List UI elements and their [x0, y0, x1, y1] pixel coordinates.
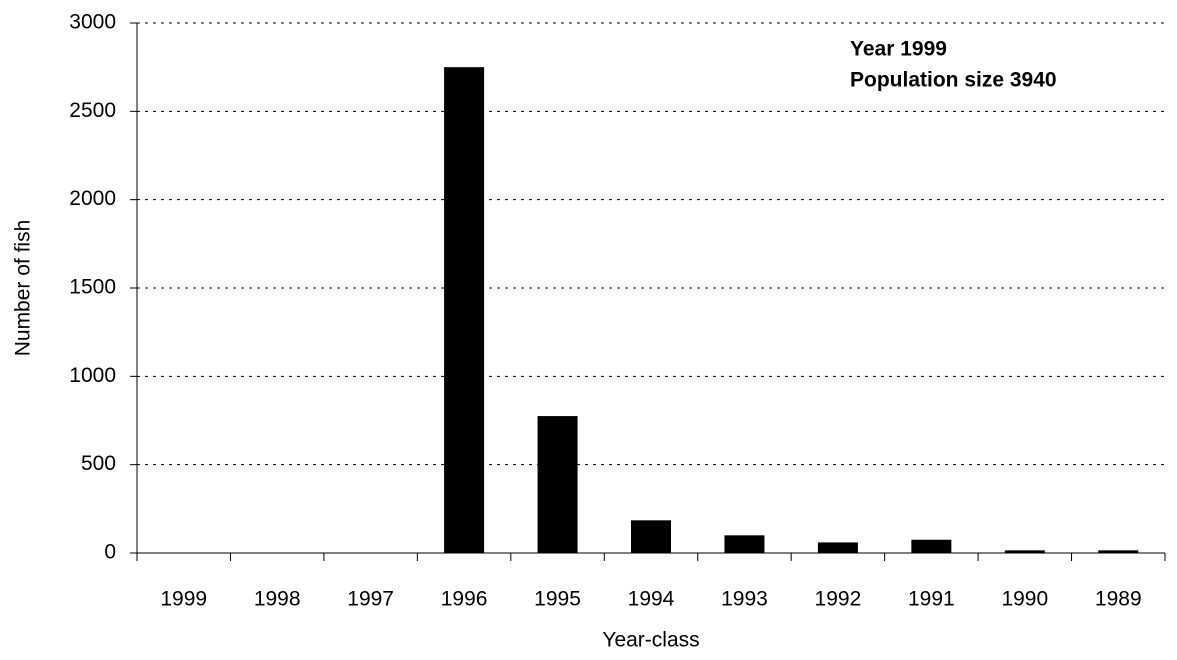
y-tick-label: 3000	[69, 11, 116, 34]
y-tick-label: 500	[81, 452, 116, 475]
bar	[631, 520, 671, 553]
bar	[1004, 550, 1045, 553]
bar	[724, 535, 765, 553]
annotation: Year 1999	[850, 38, 947, 61]
x-tick-label: 1989	[1095, 588, 1142, 611]
bar	[1098, 550, 1139, 553]
y-tick-label: 0	[104, 541, 116, 564]
bar	[911, 539, 952, 553]
annotation: Population size 3940	[850, 69, 1057, 92]
x-tick-label: 1995	[534, 588, 581, 611]
x-tick-label: 1999	[160, 588, 207, 611]
x-axis-label: Year-class	[602, 629, 699, 652]
y-tick-label: 1000	[69, 364, 116, 387]
y-tick-label: 2000	[69, 187, 116, 210]
bar	[444, 67, 485, 554]
x-tick-label: 1992	[815, 588, 862, 611]
y-tick-label: 2500	[69, 99, 116, 122]
bar	[817, 542, 858, 553]
x-tick-label: 1991	[908, 588, 955, 611]
x-tick-label: 1996	[441, 588, 488, 611]
x-tick-label: 1998	[254, 588, 301, 611]
x-tick-label: 1994	[628, 588, 675, 611]
y-axis-label: Number of fish	[12, 220, 35, 357]
bar	[537, 416, 578, 553]
x-tick-label: 1993	[721, 588, 768, 611]
y-tick-label: 1500	[69, 276, 116, 299]
x-tick-label: 1997	[347, 588, 394, 611]
x-tick-label: 1990	[1001, 588, 1048, 611]
